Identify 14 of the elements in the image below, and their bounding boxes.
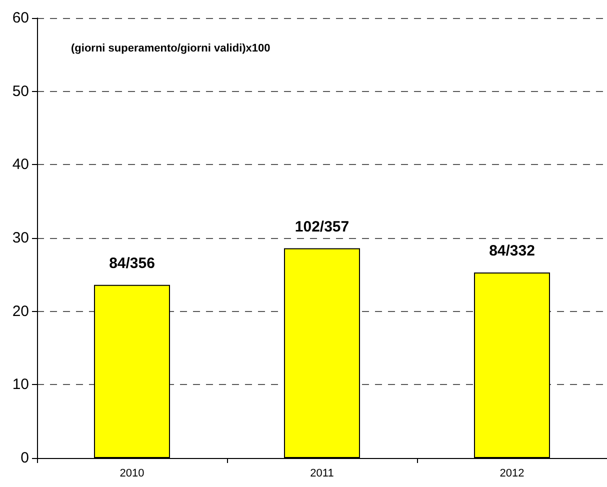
y-tick-label: 10: [12, 376, 29, 394]
annotation: (giorni superamento/giorni validi)x100: [71, 42, 270, 54]
data-label: 102/357: [294, 218, 350, 236]
data-label: 84/356: [109, 254, 155, 272]
x-tick-label: 2011: [310, 468, 334, 480]
x-tick-label: 2010: [120, 468, 144, 480]
y-tick-label: 60: [12, 10, 29, 26]
y-tick-label: 0: [20, 450, 29, 466]
y-tick-label: 40: [12, 156, 29, 174]
y-tick-label: 30: [12, 230, 29, 246]
data-label: 84/332: [489, 242, 535, 260]
y-tick-label: 50: [12, 82, 29, 100]
y-tick-label: 20: [12, 302, 29, 320]
x-tick-label: 2012: [500, 468, 524, 480]
